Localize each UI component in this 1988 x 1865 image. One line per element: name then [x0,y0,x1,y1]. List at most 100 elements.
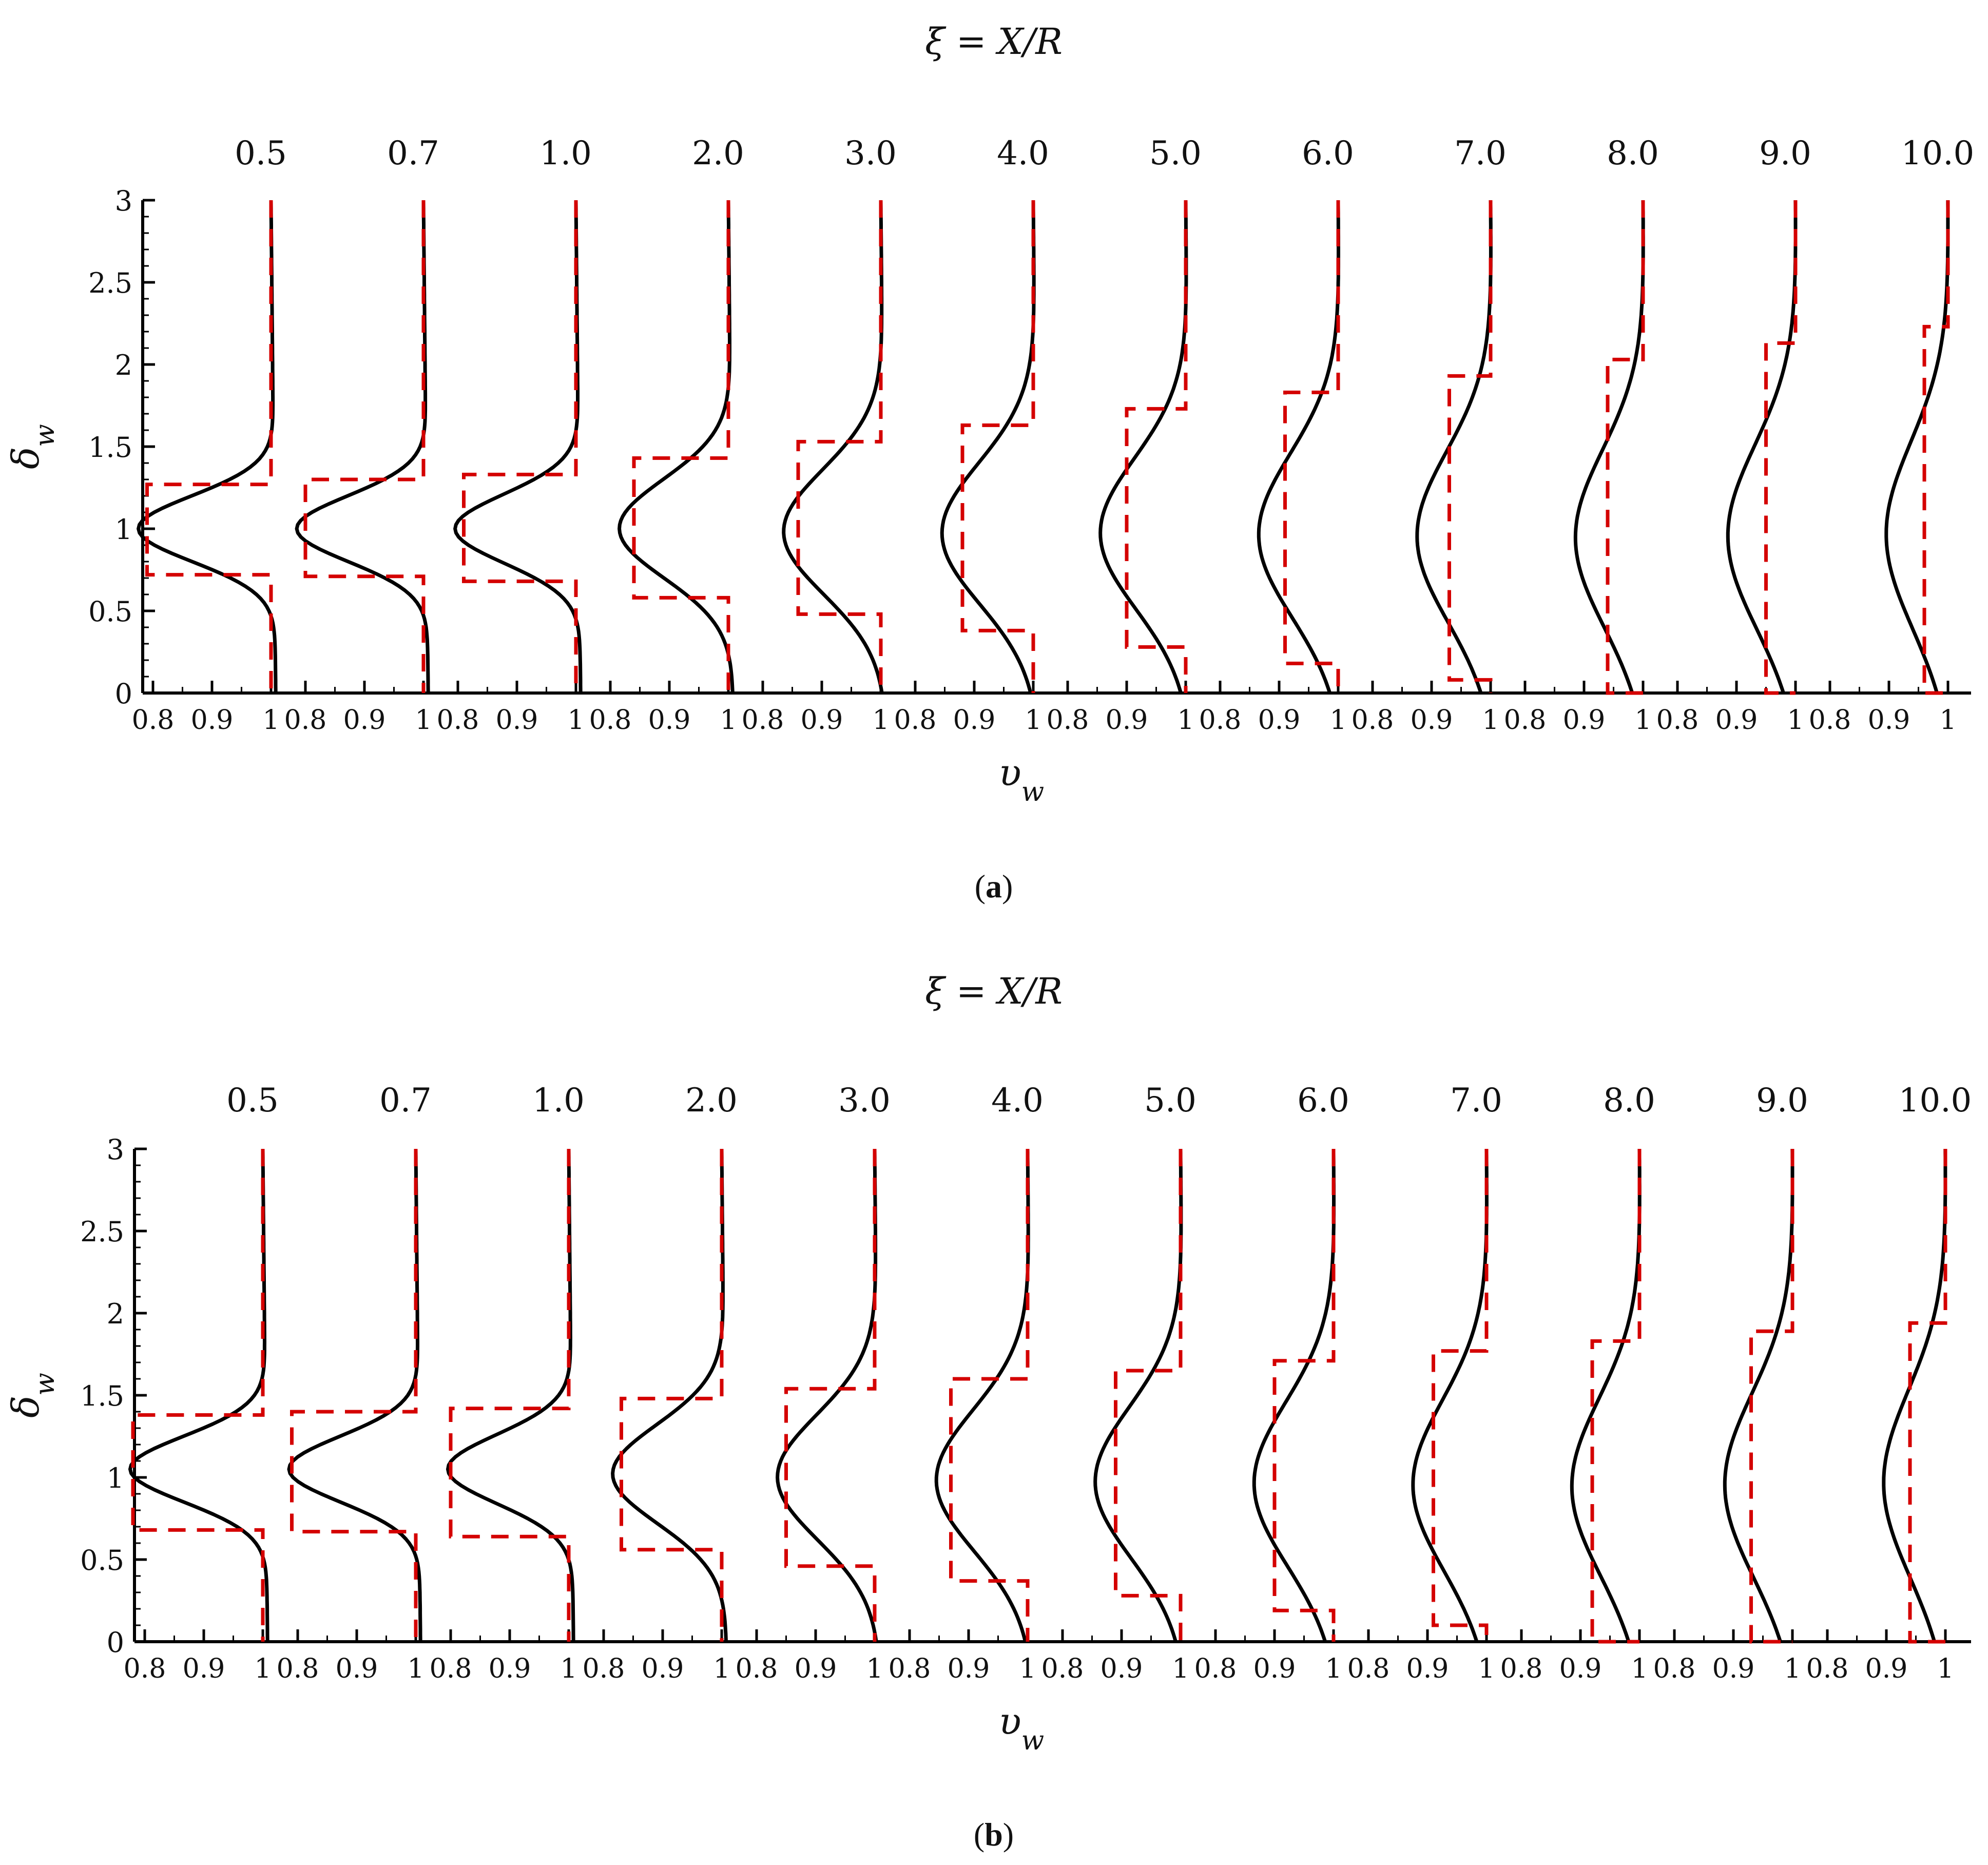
y-tick-label: 1 [107,1462,124,1494]
xi-label: ξ = X/R [925,970,1063,1012]
x-tick-label: 0.9 [489,1653,531,1684]
station-label: 1.0 [539,134,592,172]
dashed-profile [1114,1149,1183,1642]
x-tick-label: 0.8 [1809,705,1851,736]
station-label: 0.7 [387,134,439,172]
solid-profile [617,200,735,694]
x-tick-label: 1 [1939,705,1956,736]
x-tick-label: 0.8 [1653,1653,1696,1684]
y-tick-label: 3 [115,185,132,217]
x-tick-label: 0.8 [1194,1653,1237,1684]
solid-profile [1411,1148,1489,1643]
x-tick-label: 1 [1482,705,1499,736]
y-tick-label: 2 [115,349,132,381]
station-label: 4.0 [991,1082,1044,1120]
station-label: 1.0 [532,1082,585,1120]
x-tick-label: 0.8 [894,705,937,736]
solid-profile [1573,200,1645,694]
x-tick-label: 1 [720,705,737,736]
dashed-profile [131,1149,265,1642]
panel-a-caption: (a) [975,868,1013,905]
dashed-profile [949,1149,1030,1642]
dashed-profile [1283,200,1340,693]
solid-profile [1257,200,1340,694]
dashed-profile [632,200,730,693]
station-label: 0.5 [226,1082,279,1120]
x-tick-label: 1 [1784,1653,1801,1684]
solid-profile [934,1148,1030,1642]
x-tick-label: 0.9 [1559,1653,1602,1684]
dashed-profile [145,200,273,693]
x-tick-label: 1 [1329,705,1346,736]
station-label: 7.0 [1454,134,1507,172]
x-tick-label: 0.8 [277,1653,319,1684]
station-label: 7.0 [1450,1082,1502,1120]
x-tick-label: 1 [567,705,584,736]
x-tick-label: 0.8 [1352,705,1394,736]
y-axis-label: δw [4,424,61,469]
station-label: 8.0 [1603,1082,1655,1120]
panel-b-caption-open: ( [974,1816,985,1853]
solid-profile [1726,200,1798,694]
station-label: 6.0 [1302,134,1354,172]
x-tick-label: 1 [560,1653,577,1684]
x-tick-label: 0.9 [648,705,691,736]
y-axis-label: δw [4,1373,61,1418]
panel-b: ξ = X/R 0.5 0.7 1.0 2.0 3.0 4.0 5.0 6.0 7.0 8.0 9.0… [4,970,1972,1756]
x-axis-label: υw [999,751,1044,807]
solid-profile [128,1148,269,1642]
dashed-profile [1447,200,1493,693]
station-label: 0.5 [235,134,287,172]
dashed-profile [449,1149,571,1642]
x-tick-label: 0.8 [589,705,632,736]
dashed-profile [1922,200,1950,695]
x-tick-label: 0.9 [183,1653,225,1684]
station-label: 2.0 [692,134,744,172]
solid-profile [776,1148,878,1642]
x-tick-label: 1 [1787,705,1804,736]
x-tick-label: 0.8 [736,1653,778,1684]
dashed-profile [1432,1149,1489,1642]
x-tick-label: 0.9 [795,1653,837,1684]
y-tick-label: 2.5 [88,267,132,299]
x-tick-label: 0.8 [583,1653,625,1684]
x-tick-label: 0.9 [642,1653,684,1684]
y-tick-label: 0 [115,678,132,710]
x-tick-label: 0.8 [1656,705,1699,736]
solid-profile [611,1148,728,1642]
y-tick-label: 2 [107,1298,124,1330]
x-tick-label: 0.9 [1865,1653,1908,1684]
x-tick-label: 1 [1634,705,1651,736]
x-tick-label: 0.9 [343,705,386,736]
x-tick-label: 0.8 [437,705,479,736]
x-tick-label: 0.9 [948,1653,990,1684]
solid-profile [295,200,430,694]
x-tick-label: 1 [262,705,279,736]
x-tick-label: 1 [1025,705,1041,736]
x-tick-label: 1 [1019,1653,1036,1684]
x-tick-label: 0.9 [191,705,234,736]
x-axis-label: υw [999,1700,1044,1756]
x-tick-label: 1 [1631,1653,1648,1684]
solid-profile [287,1148,422,1642]
panel-a-caption-letter: a [986,868,1002,905]
solid-profile [446,1148,575,1642]
panel-b-caption-letter: b [985,1816,1003,1853]
station-label: 10.0 [1899,1082,1972,1120]
solid-profile [1415,200,1493,694]
y-tick-label: 3 [107,1133,124,1166]
x-tick-label: 0.9 [1101,1653,1143,1684]
dashed-profile [1749,1149,1794,1644]
solid-profile [1882,1149,1947,1643]
y-tick-label: 0 [107,1626,124,1659]
solid-profile [1093,1148,1183,1642]
x-tick-label: 1 [1177,705,1194,736]
panel-b-caption: (b) [974,1816,1014,1853]
x-tick-label: 0.8 [742,705,784,736]
station-label: 2.0 [685,1082,738,1120]
xi-label: ξ = X/R [925,21,1063,63]
dashed-profile [796,200,883,693]
dashed-profile [1125,200,1188,693]
y-tick-label: 0.5 [80,1544,124,1576]
dashed-profile [1272,1149,1336,1642]
